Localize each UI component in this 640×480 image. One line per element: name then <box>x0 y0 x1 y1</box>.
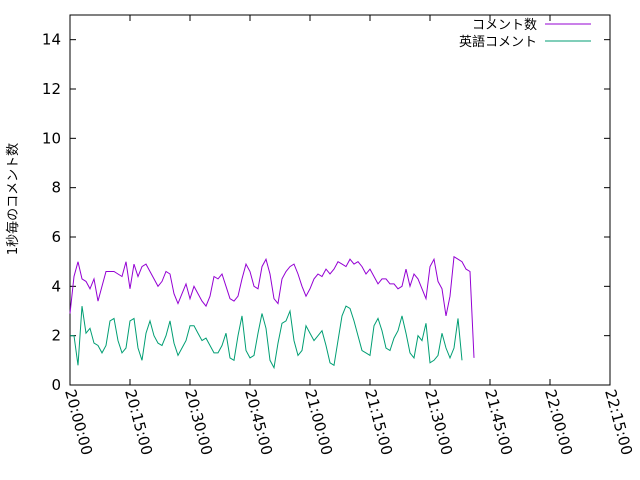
y-tick-label: 4 <box>51 277 61 295</box>
x-tick-label: 20:15:00 <box>121 387 156 457</box>
series-line-2 <box>70 305 463 370</box>
y-tick-label: 8 <box>51 179 61 197</box>
x-tick-label: 22:15:00 <box>601 387 636 457</box>
x-tick-label: 22:00:00 <box>541 387 576 457</box>
legend-label-2: 英語コメント <box>459 34 537 50</box>
series-line-1 <box>69 255 475 358</box>
x-tick-label: 20:30:00 <box>181 387 216 457</box>
y-tick-label: 0 <box>51 376 61 394</box>
x-tick-label: 20:45:00 <box>241 387 276 457</box>
x-tick-label: 21:30:00 <box>421 387 456 457</box>
x-tick-label: 20:00:00 <box>61 387 96 457</box>
plot-frame <box>69 14 611 386</box>
legend-label-1: コメント数 <box>472 18 537 33</box>
y-tick-label: 2 <box>51 327 61 345</box>
plot-area: 0 2 4 6 8 10 12 14 20:00:00 20:15:00 20:30:00 20:45… <box>42 14 636 457</box>
y-tick-label: 6 <box>51 228 61 246</box>
y-tick-label: 14 <box>42 31 61 49</box>
y-axis-label: 1秒毎のコメント数 <box>5 143 21 255</box>
x-tick-label: 21:15:00 <box>361 387 396 457</box>
x-tick-label: 21:45:00 <box>481 387 516 457</box>
y-tick-label: 12 <box>42 80 61 98</box>
x-tick-label: 21:00:00 <box>301 387 336 457</box>
y-tick-label: 10 <box>42 129 61 147</box>
